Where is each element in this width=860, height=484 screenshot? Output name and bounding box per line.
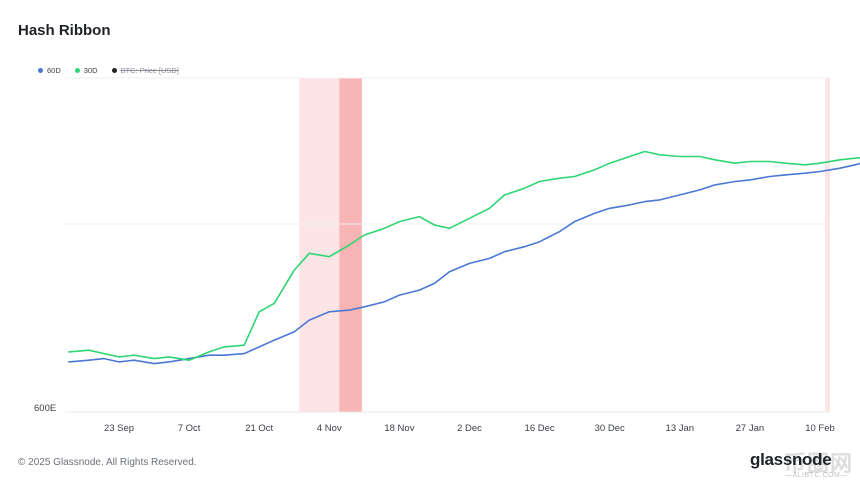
series-line-60d [68, 162, 860, 365]
legend-dot-30d [74, 68, 80, 73]
legend-item-60d[interactable]: 60D [38, 66, 61, 75]
y-tick-label: 600E [34, 403, 56, 414]
capitulation-band-0 [299, 78, 340, 412]
legend-label-30d: 30D [83, 66, 98, 75]
legend-item-30d[interactable]: 30D [74, 66, 98, 75]
x-tick-label: 23 Sep [104, 423, 134, 434]
legend-item-btc-price[interactable]: BTC: Price [USD] [111, 66, 179, 75]
watermark-subtext: —ALIBTC.COM— [785, 472, 848, 479]
capitulation-band-2 [825, 78, 830, 412]
glassnode-logo: glassnode [750, 450, 832, 469]
chart-legend: 60D 30D BTC: Price [USD] [38, 66, 179, 75]
legend-dot-btc-price [111, 68, 117, 73]
x-tick-label: 18 Nov [384, 423, 414, 434]
x-tick-label: 16 Dec [525, 423, 555, 434]
legend-dot-60d [38, 68, 43, 73]
x-tick-label: 30 Dec [595, 423, 625, 434]
x-tick-label: 7 Oct [178, 423, 201, 434]
watermark-text: 币圈网 [784, 451, 854, 476]
x-tick-label: 10 Feb [805, 423, 835, 434]
legend-label-60d: 60D [47, 66, 61, 75]
legend-label-btc-price: BTC: Price [USD] [120, 66, 179, 75]
x-tick-label: 21 Oct [245, 423, 273, 434]
copyright-text: © 2025 Glassnode. All Rights Reserved. [18, 457, 197, 468]
series-line-30d [68, 150, 860, 362]
x-tick-label: 27 Jan [736, 423, 765, 434]
x-tick-label: 13 Jan [666, 423, 695, 434]
chart-title: Hash Ribbon [18, 22, 111, 39]
x-tick-label: 2 Dec [457, 423, 482, 434]
x-tick-label: 4 Nov [317, 423, 342, 434]
